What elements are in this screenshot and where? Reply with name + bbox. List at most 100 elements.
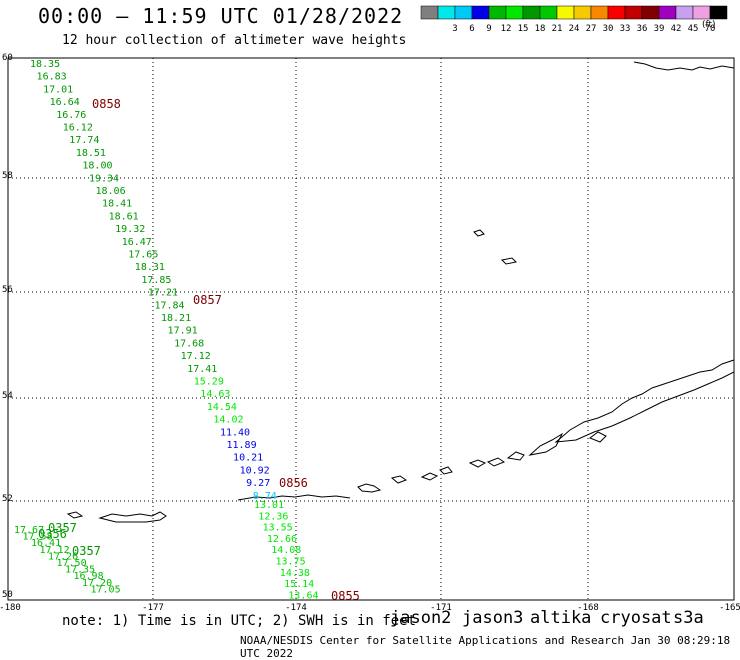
wave-height-label: 17.84 <box>154 300 184 311</box>
wave-height-label: 19.32 <box>115 224 145 235</box>
legend-swatch <box>624 5 643 20</box>
pass-time-label: 0356 <box>38 527 67 541</box>
coastline <box>237 494 351 501</box>
wave-height-label: 17.35 <box>65 565 95 576</box>
legend-tick-label: 30 <box>603 24 614 34</box>
wave-height-label: 16.64 <box>50 97 80 108</box>
wave-height-label: 13.64 <box>288 590 318 601</box>
legend-swatch <box>556 5 575 20</box>
legend-tick-label: 6 <box>469 24 474 34</box>
wave-height-label: 15.14 <box>284 579 314 590</box>
wave-height-label: 17.12 <box>181 351 211 362</box>
legend-swatch <box>420 5 439 20</box>
coastline <box>486 457 506 467</box>
satellite-label-altika: altika <box>530 608 592 628</box>
wave-height-label: 12.36 <box>258 511 288 522</box>
credit-footer: NOAA/NESDIS Center for Satellite Applica… <box>240 634 731 660</box>
wave-height-label: 17.65 <box>128 250 158 261</box>
wave-height-label: 16.47 <box>122 237 152 248</box>
wave-height-label: 14.02 <box>213 415 243 426</box>
satellite-label-cryosat: cryosat <box>600 608 672 628</box>
wave-height-label: 16.98 <box>74 571 104 582</box>
legend-swatch <box>454 5 473 20</box>
legend-tick-label: 9 <box>486 24 491 34</box>
legend-swatch <box>658 5 677 20</box>
legend-unit: (ft) <box>702 20 716 30</box>
map-subtitle: 12 hour collection of altimeter wave hei… <box>62 33 407 48</box>
legend-swatch <box>522 5 541 20</box>
legend-swatch <box>692 5 711 20</box>
legend-swatch <box>539 5 558 20</box>
latitude-label: 56 <box>2 285 13 295</box>
longitude-label: -168 <box>577 603 599 613</box>
wave-height-label: 16.83 <box>37 72 67 83</box>
wave-height-label: 11.89 <box>227 440 257 451</box>
wave-height-label: 14.54 <box>207 402 237 413</box>
legend-tick-label: 3 <box>452 24 457 34</box>
legend-tick-label: 42 <box>671 24 682 34</box>
wave-height-label: 14.63 <box>200 389 230 400</box>
wave-height-label: 18.41 <box>102 199 132 210</box>
pass-time-label: 0857 <box>193 293 222 307</box>
wave-height-label: 17.41 <box>187 364 217 375</box>
satellite-label-jason3: jason3 <box>462 608 524 628</box>
wave-height-label: 11.40 <box>220 427 250 438</box>
legend-swatch <box>641 5 660 20</box>
coastline <box>528 432 564 456</box>
wave-height-label: 18.61 <box>109 211 139 222</box>
legend-swatch <box>437 5 456 20</box>
legend-tick-label: 12 <box>501 24 512 34</box>
coastline <box>420 472 439 481</box>
latitude-label: 54 <box>2 391 13 401</box>
wave-height-label: 15.29 <box>194 377 224 388</box>
wave-height-label: 9.27 <box>246 478 270 489</box>
coastline <box>468 459 487 468</box>
pass-time-label: 0856 <box>279 476 308 490</box>
wave-height-label: 17.05 <box>91 584 121 595</box>
wave-height-label: 14.38 <box>280 568 310 579</box>
satellite-label-s3a: s3a <box>673 608 704 628</box>
legend-swatch <box>471 5 490 20</box>
wave-height-label: 13.01 <box>254 500 284 511</box>
wave-height-label: 13.75 <box>276 557 306 568</box>
legend-swatch <box>709 5 728 20</box>
wave-height-label: 12.66 <box>267 534 297 545</box>
coastline <box>66 511 84 519</box>
coastline <box>473 229 485 237</box>
wave-height-label: 18.21 <box>161 313 191 324</box>
coastline <box>500 257 518 265</box>
legend-tick-label: 18 <box>535 24 546 34</box>
legend-tick-label: 15 <box>518 24 529 34</box>
coastline <box>357 483 382 493</box>
legend-swatch <box>505 5 524 20</box>
footnote: note: 1) Time is in UTC; 2) SWH is in fe… <box>62 613 417 629</box>
wave-height-label: 18.00 <box>82 161 112 172</box>
wave-height-label: 13.55 <box>263 523 293 534</box>
coastline <box>588 431 607 443</box>
longitude-label: -165 <box>719 603 740 613</box>
wave-height-label: 8.74 <box>253 491 277 502</box>
wave-height-label: 17.58 <box>23 532 53 543</box>
longitude-label: -180 <box>0 603 21 613</box>
wave-height-label: 17.74 <box>69 135 99 146</box>
latitude-label: 52 <box>2 494 13 504</box>
map-title: 00:00 — 11:59 UTC 01/28/2022 <box>38 4 404 28</box>
pass-time-label: 0357 <box>72 544 101 558</box>
pass-time-label: 0357 <box>48 521 77 535</box>
legend-swatch <box>607 5 626 20</box>
legend-swatch <box>675 5 694 20</box>
wave-height-label: 17.50 <box>57 558 87 569</box>
legend-tick-label: 33 <box>620 24 631 34</box>
longitude-label: -177 <box>142 603 164 613</box>
coastline <box>506 451 525 461</box>
wave-height-label: 17.91 <box>168 326 198 337</box>
wave-height-label: 18.35 <box>30 59 60 70</box>
longitude-label: -171 <box>430 603 452 613</box>
wave-height-label: 17.67 <box>14 525 44 536</box>
map-frame <box>7 57 735 601</box>
legend-tick-label: 39 <box>654 24 665 34</box>
coastline <box>439 466 453 475</box>
wave-height-label: 10.92 <box>240 465 270 476</box>
wave-height-label: 17.21 <box>148 288 178 299</box>
